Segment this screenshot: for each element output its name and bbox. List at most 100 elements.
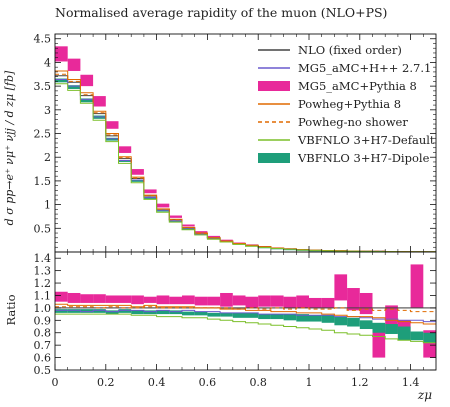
y-tick-label-main: 2.5 [34,128,52,141]
ratio-band-bin-vbfnlo-3-h7-dipole [270,314,284,320]
ratio-band-bin-vbfnlo-3-h7-dipole [359,320,373,330]
ratio-band-bin-vbfnlo-3-h7-dipole [143,310,157,315]
ratio-band-bin-mg5-amc-pythia-8 [105,295,119,303]
ratio-band-bin-vbfnlo-3-h7-dipole [321,315,335,323]
band-bin-vbfnlo-3-h7-dipole [156,210,170,212]
y-tick-label-main: 4 [44,56,51,69]
ratio-band-bin-mg5-amc-pythia-8 [67,292,81,303]
ratio-band-bin-vbfnlo-3-h7-dipole [67,309,81,313]
y-tick-label-ratio: 0.9 [34,314,52,327]
ratio-band-bin-mg5-amc-pythia-8 [143,296,157,303]
band-bin-mg5-amc-pythia-8 [131,169,144,175]
ratio-band-bin-mg5-amc-pythia-8 [347,288,360,311]
ratio-band-bin-vbfnlo-3-h7-dipole [309,315,322,322]
band-bin-vbfnlo-3-h7-dipole [182,228,195,230]
ratio-band-bin-vbfnlo-3-h7-dipole [347,317,360,327]
y-tick-label-ratio: 1.4 [34,252,52,265]
band-bin-mg5-amc-pythia-8 [93,96,106,107]
band-bin-vbfnlo-3-h7-dipole [169,220,182,222]
ratio-band-bin-vbfnlo-3-h7-dipole [232,312,246,318]
y-tick-label-ratio: 1.1 [34,289,52,302]
ratio-band-bin-vbfnlo-3-h7-dipole [169,310,182,315]
ratio-band-bin-mg5-amc-pythia-8 [232,295,246,306]
ratio-band-bin-mg5-amc-pythia-8 [283,296,297,308]
ratio-band-bin-mg5-amc-pythia-8 [309,297,322,308]
ratio-band-bin-mg5-amc-pythia-8 [55,291,68,302]
legend-label-nlo-fixed-order: NLO (fixed order) [298,43,402,57]
ratio-band-bin-mg5-amc-pythia-8 [194,296,208,306]
ratio-band-bin-vbfnlo-3-h7-dipole [182,311,195,316]
legend-label-mg5-amc-pythia-8: MG5_aMC+Pythia 8 [298,79,417,93]
ratio-band-bin-mg5-amc-pythia-8 [93,294,106,303]
y-tick-label-main: 3.5 [34,80,52,93]
ratio-band-bin-vbfnlo-3-h7-dipole [55,309,68,313]
ratio-band-bin-vbfnlo-3-h7-dipole [93,309,106,313]
band-bin-mg5-amc-pythia-8 [182,224,195,227]
ratio-band-bin-vbfnlo-3-h7-dipole [194,311,208,316]
y-tick-label-ratio: 0.7 [34,339,52,352]
band-bin-mg5-amc-pythia-8 [194,231,208,234]
band-bin-vbfnlo-3-h7-dipole [105,137,119,141]
y-tick-label-main: 4.5 [34,33,52,46]
band-bin-vbfnlo-3-h7-dipole [131,179,144,182]
ratio-band-bin-vbfnlo-3-h7-dipole [118,309,132,313]
ratio-band-bin-mg5-amc-pythia-8 [207,296,221,306]
ratio-band-bin-mg5-amc-pythia-8 [334,274,348,301]
y-tick-label-ratio: 0.8 [34,327,52,340]
ratio-band-bin-mg5-amc-pythia-8 [118,295,132,303]
legend-label-mg5-amc-h-2-7-1: MG5_aMC+H++ 2.7.1 [298,61,431,75]
ratio-frame [54,251,437,371]
x-tick-label: 1.2 [351,376,369,389]
ratio-band-bin-mg5-amc-pythia-8 [270,295,284,307]
y-tick-label-main: 1.5 [34,175,52,188]
ratio-band-bin-vbfnlo-3-h7-dipole [207,312,221,317]
ratio-band-bin-mg5-amc-pythia-8 [359,292,373,315]
ratio-line-vbfnlo-3-h7-default [55,313,436,344]
series-line-vbfnlo-3-h7-default [55,83,436,252]
chart-title: Normalised average rapidity of the muon … [55,5,387,20]
ratio-band-bin-vbfnlo-3-h7-dipole [423,332,436,343]
x-tick-label: 0.8 [249,376,267,389]
ratio-panel: 0.50.60.70.80.91.01.11.21.31.40 0.2 0.4 0.6… [34,251,437,389]
main-panel: 0.5 1 1.5 2 2.5 3 3.5 4 4.5 [34,33,437,370]
y-tick-label-ratio: 1.0 [34,302,52,315]
ratio-band-bin-vbfnlo-3-h7-dipole [334,316,348,326]
ratio-line-powheg-pythia-8 [55,303,436,325]
y-tick-label-main: 2 [44,151,51,164]
ratio-band-bin-mg5-amc-pythia-8 [169,296,182,305]
ratio-series-group [55,264,436,358]
ratio-band-bin-mg5-amc-pythia-8 [296,295,309,308]
y-tick-label-ratio: 0.5 [34,364,52,377]
y-tick-label-main: 3 [44,104,51,117]
ratio-band-bin-mg5-amc-pythia-8 [410,264,424,308]
y-axis-label-main: d σ pp→e⁺ νμ⁺ νjj / d zμ [fb] [3,70,16,225]
ratio-band-bin-vbfnlo-3-h7-dipole [131,310,144,315]
band-bin-vbfnlo-3-h7-dipole [55,78,68,83]
y-tick-label-main: 0.5 [34,222,52,235]
x-tick-label: 1.4 [402,376,420,389]
ratio-band-bin-vbfnlo-3-h7-dipole [410,331,424,341]
ratio-band-bin-mg5-amc-pythia-8 [156,295,170,305]
ratio-band-bin-vbfnlo-3-h7-dipole [156,310,170,315]
legend-label-vbfnlo-3-h7-dipole: VBFNLO 3+H7-Dipole [297,151,430,165]
legend-swatch-mg5-amc-pythia-8 [258,81,290,91]
band-bin-mg5-amc-pythia-8 [55,46,68,62]
ratio-band-bin-mg5-amc-pythia-8 [245,296,259,308]
x-tick-label: 0.2 [97,376,115,389]
main-series-group [55,46,436,252]
y-axis-label-ratio: Ratio [4,294,18,325]
band-bin-mg5-amc-pythia-8 [156,203,170,208]
legend-label-vbfnlo-3-h7-default: VBFNLO 3+H7-Default [297,133,435,147]
ratio-band-bin-vbfnlo-3-h7-dipole [258,314,271,320]
band-bin-vbfnlo-3-h7-dipole [118,160,132,162]
ratio-band-bin-vbfnlo-3-h7-dipole [385,324,398,334]
band-bin-mg5-amc-pythia-8 [118,146,132,153]
band-bin-vbfnlo-3-h7-dipole [80,98,94,103]
ratio-band-bin-mg5-amc-pythia-8 [182,295,195,305]
ratio-band-bin-mg5-amc-pythia-8 [80,294,94,303]
ratio-band-bin-mg5-amc-pythia-8 [258,295,271,307]
ratio-band-bin-vbfnlo-3-h7-dipole [220,312,233,317]
ratio-band-bin-vbfnlo-3-h7-dipole [283,314,297,321]
